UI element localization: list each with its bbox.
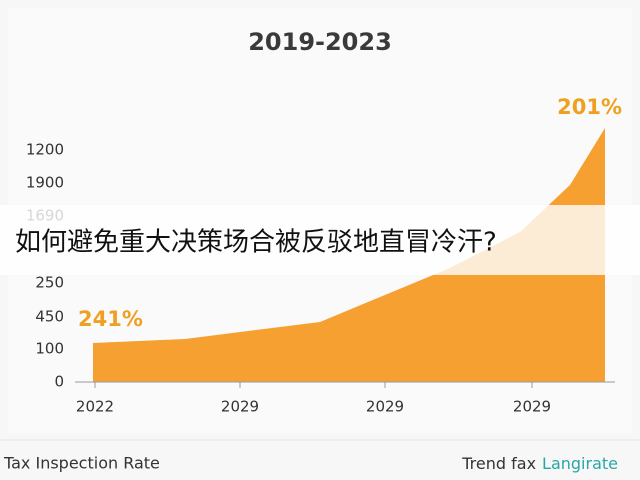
caption: 如何避免重大决策场合被反驳地直冒冷汗? [15, 228, 497, 258]
y-label: 0 [54, 373, 64, 391]
x-label: 2022 [76, 398, 114, 416]
y-label: 1900 [26, 174, 64, 192]
title: 2019-2023 [248, 28, 392, 56]
y-label: 450 [35, 308, 64, 326]
footer-left: Tax Inspection Rate [3, 454, 160, 473]
caption-band [0, 205, 640, 275]
y-label: 250 [35, 274, 64, 292]
x-label: 2029 [513, 398, 551, 416]
footer-right-prefix: Trend fax [461, 454, 536, 473]
y-label: 100 [35, 340, 64, 358]
footer-right: Trend fax Langirate [461, 454, 618, 473]
y-label: 1200 [26, 141, 64, 159]
area [93, 128, 605, 382]
annotation: 201% [557, 95, 622, 119]
footer-right-highlight: Langirate [542, 454, 618, 473]
annotation: 241% [78, 307, 143, 331]
x-label: 2029 [221, 398, 259, 416]
x-label: 2029 [366, 398, 404, 416]
